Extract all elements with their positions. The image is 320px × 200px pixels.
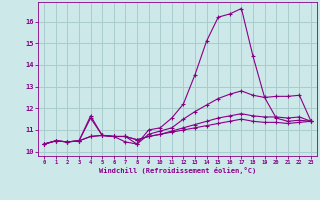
- X-axis label: Windchill (Refroidissement éolien,°C): Windchill (Refroidissement éolien,°C): [99, 167, 256, 174]
